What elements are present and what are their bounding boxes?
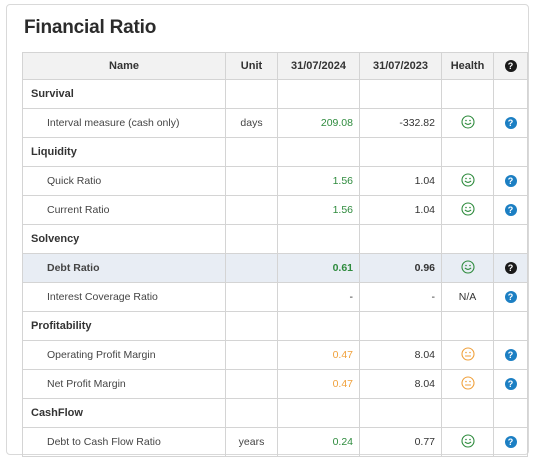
section-label: Profitability	[22, 311, 226, 341]
column-header-2024[interactable]: 31/07/2024	[277, 52, 360, 80]
ratio-unit	[225, 340, 278, 370]
neutral-face-icon	[460, 375, 475, 393]
table-row[interactable]: Interest Coverage Ratio - - N/A?	[22, 282, 528, 312]
help-cell: ?	[493, 195, 528, 225]
value-2024: 0.47	[277, 369, 360, 399]
column-header-unit[interactable]: Unit	[225, 52, 278, 80]
section-label: Liquidity	[22, 137, 226, 167]
health-cell	[441, 195, 494, 225]
smiley-icon	[460, 259, 475, 277]
section-label: Solvency	[22, 224, 226, 254]
section-row: CashFlow	[22, 398, 528, 428]
card-title: Financial Ratio	[24, 17, 157, 38]
health-cell	[441, 166, 494, 196]
help-icon[interactable]: ?	[504, 60, 517, 73]
ratio-unit	[225, 253, 278, 283]
smiley-icon	[460, 172, 475, 190]
smiley-icon	[460, 201, 475, 219]
table-row[interactable]: Debt Ratio 0.61 0.96?	[22, 253, 528, 283]
help-icon[interactable]: ?	[504, 349, 517, 362]
help-icon[interactable]: ?	[504, 204, 517, 217]
help-icon[interactable]: ?	[504, 378, 517, 391]
financial-ratio-card: Financial Ratio Name Unit 31/07/2024 31/…	[6, 4, 529, 457]
ratio-name: Current Ratio	[22, 195, 226, 225]
value-2024: -	[277, 282, 360, 312]
value-2023: 8.04	[359, 340, 442, 370]
section-row: Survival	[22, 79, 528, 109]
value-2023: 8.04	[359, 369, 442, 399]
value-2024: 1.56	[277, 195, 360, 225]
section-row: Liquidity	[22, 137, 528, 167]
help-cell: ?	[493, 369, 528, 399]
ratio-name: Debt to Cash Flow Ratio	[22, 427, 226, 457]
table-row[interactable]: Interval measure (cash only) days 209.08 -3…	[22, 108, 528, 138]
help-icon[interactable]: ?	[504, 117, 517, 130]
help-cell: ?	[493, 253, 528, 283]
value-2024: 0.47	[277, 340, 360, 370]
section-label: Survival	[22, 79, 226, 109]
ratio-unit	[225, 195, 278, 225]
smiley-icon	[460, 114, 475, 132]
health-cell: N/A	[441, 282, 494, 312]
health-cell	[441, 427, 494, 457]
health-cell	[441, 369, 494, 399]
column-header-2023[interactable]: 31/07/2023	[359, 52, 442, 80]
help-cell: ?	[493, 166, 528, 196]
section-row: Profitability	[22, 311, 528, 341]
ratio-unit	[225, 369, 278, 399]
value-2024: 0.61	[277, 253, 360, 283]
value-2024: 209.08	[277, 108, 360, 138]
table-row[interactable]: Operating Profit Margin 0.47 8.04?	[22, 340, 528, 370]
column-header-name[interactable]: Name	[22, 52, 226, 80]
ratio-unit: years	[225, 427, 278, 457]
health-status-text: N/A	[458, 291, 477, 303]
column-header-help[interactable]: ?	[493, 52, 528, 80]
value-2023: 0.96	[359, 253, 442, 283]
ratio-unit	[225, 166, 278, 196]
value-2023: 1.04	[359, 195, 442, 225]
financial-ratio-table: Name Unit 31/07/2024 31/07/2023 Health ?…	[22, 52, 528, 457]
column-header-health[interactable]: Health	[441, 52, 494, 80]
table-header-row: Name Unit 31/07/2024 31/07/2023 Health ?	[22, 52, 528, 80]
ratio-name: Interest Coverage Ratio	[22, 282, 226, 312]
health-cell	[441, 253, 494, 283]
help-icon[interactable]: ?	[504, 291, 517, 304]
value-2023: 1.04	[359, 166, 442, 196]
value-2023: 0.77	[359, 427, 442, 457]
help-cell: ?	[493, 282, 528, 312]
help-icon[interactable]: ?	[504, 436, 517, 449]
ratio-unit: days	[225, 108, 278, 138]
health-cell	[441, 340, 494, 370]
ratio-name: Debt Ratio	[22, 253, 226, 283]
health-cell	[441, 108, 494, 138]
help-cell: ?	[493, 340, 528, 370]
ratio-name: Quick Ratio	[22, 166, 226, 196]
help-cell: ?	[493, 108, 528, 138]
smiley-icon	[460, 433, 475, 451]
ratio-name: Operating Profit Margin	[22, 340, 226, 370]
section-label: CashFlow	[22, 398, 226, 428]
table-row[interactable]: Net Profit Margin 0.47 8.04?	[22, 369, 528, 399]
help-cell: ?	[493, 427, 528, 457]
value-2023: -	[359, 282, 442, 312]
ratio-unit	[225, 282, 278, 312]
section-row: Solvency	[22, 224, 528, 254]
table-row[interactable]: Debt to Cash Flow Ratio years 0.24 0.77?	[22, 427, 528, 457]
table-row[interactable]: Current Ratio 1.56 1.04?	[22, 195, 528, 225]
neutral-face-icon	[460, 346, 475, 364]
help-icon[interactable]: ?	[504, 175, 517, 188]
ratio-name: Net Profit Margin	[22, 369, 226, 399]
table-row[interactable]: Quick Ratio 1.56 1.04?	[22, 166, 528, 196]
ratio-name: Interval measure (cash only)	[22, 108, 226, 138]
value-2023: -332.82	[359, 108, 442, 138]
value-2024: 1.56	[277, 166, 360, 196]
help-icon[interactable]: ?	[504, 262, 517, 275]
value-2024: 0.24	[277, 427, 360, 457]
